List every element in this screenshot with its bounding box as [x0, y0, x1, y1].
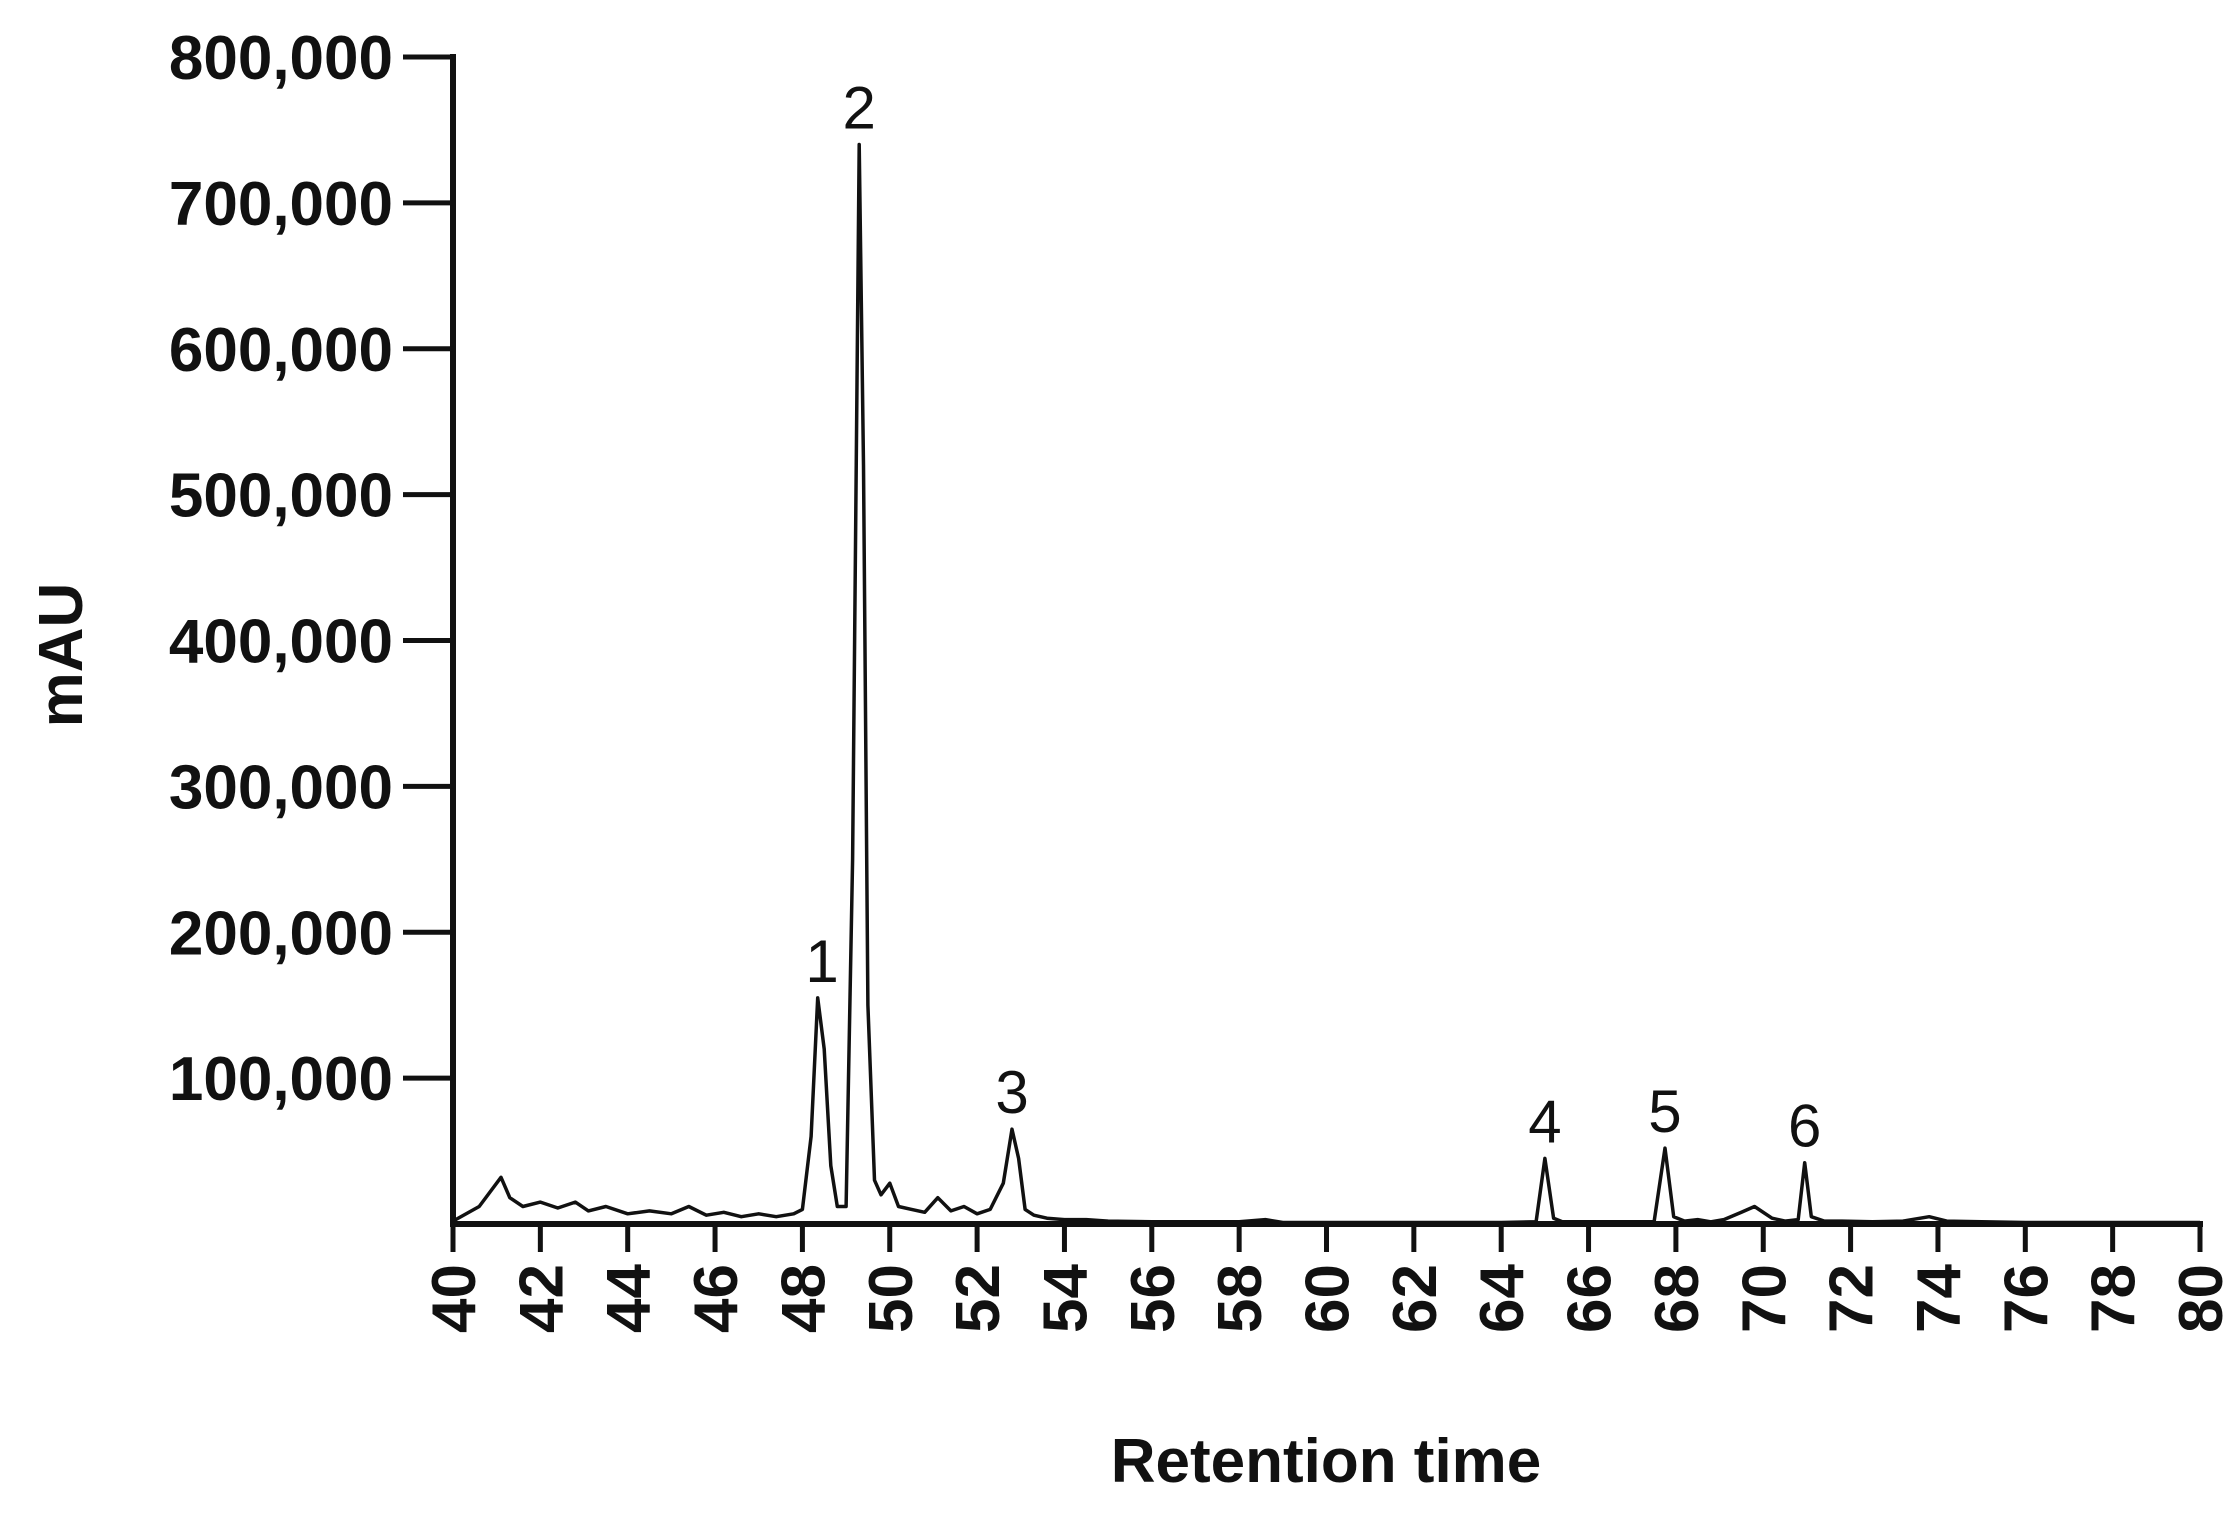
peak-label-4: 4	[1528, 1088, 1561, 1155]
x-tick-label: 60	[1294, 1264, 1363, 1333]
axes: 100,000 200,000 300,000 400,000 500,000 600,0…	[169, 24, 2236, 1333]
x-tick-label: 72	[1818, 1264, 1887, 1333]
y-tick-label: 300,000	[169, 753, 393, 822]
y-ticks: 100,000 200,000 300,000 400,000 500,000 600,0…	[169, 24, 453, 1114]
x-tick-label: 56	[1119, 1264, 1188, 1333]
plot-area	[452, 142, 2200, 1225]
x-tick-label: 50	[857, 1264, 926, 1333]
x-tick-label: 80	[2167, 1264, 2236, 1333]
x-tick-label: 78	[2080, 1264, 2149, 1333]
x-tick-label: 74	[1905, 1263, 1974, 1332]
x-ticks: 40 42 44 46 48 50 52 54 56 58 60 62 64 66 68 70 72 74 76 78…	[420, 1224, 2236, 1333]
y-tick-label: 500,000	[169, 462, 393, 531]
x-tick-label: 68	[1643, 1264, 1712, 1333]
y-tick-label: 800,000	[169, 24, 393, 93]
x-tick-label: 54	[1031, 1263, 1100, 1332]
x-tick-label: 46	[682, 1264, 751, 1333]
peak-label-1: 1	[805, 928, 838, 995]
y-tick-label: 700,000	[169, 170, 393, 239]
peak-label-2: 2	[842, 75, 875, 142]
y-tick-label: 400,000	[169, 608, 393, 677]
x-tick-label: 76	[1992, 1264, 2061, 1333]
x-tick-label: 70	[1730, 1264, 1799, 1333]
x-tick-label: 40	[420, 1264, 489, 1333]
y-tick-label: 100,000	[169, 1045, 393, 1114]
x-tick-label: 52	[944, 1264, 1013, 1333]
x-tick-label: 62	[1381, 1264, 1450, 1333]
y-axis-title: mAU	[27, 583, 96, 728]
peak-label-5: 5	[1648, 1078, 1681, 1145]
peak-label-3: 3	[995, 1059, 1028, 1126]
x-axis-title: Retention time	[1111, 1427, 1542, 1496]
chromatogram-trace	[452, 142, 2200, 1225]
x-tick-label: 48	[769, 1264, 838, 1333]
x-tick-label: 66	[1556, 1264, 1625, 1333]
x-tick-label: 44	[595, 1263, 664, 1332]
peak-labels: 1 2 3 4 5 6	[805, 75, 1821, 1160]
x-tick-label: 58	[1206, 1264, 1275, 1333]
peak-label-6: 6	[1788, 1093, 1821, 1160]
x-tick-label: 64	[1468, 1263, 1537, 1332]
y-tick-label: 600,000	[169, 316, 393, 385]
y-tick-label: 200,000	[169, 899, 393, 968]
x-tick-label: 42	[507, 1264, 576, 1333]
